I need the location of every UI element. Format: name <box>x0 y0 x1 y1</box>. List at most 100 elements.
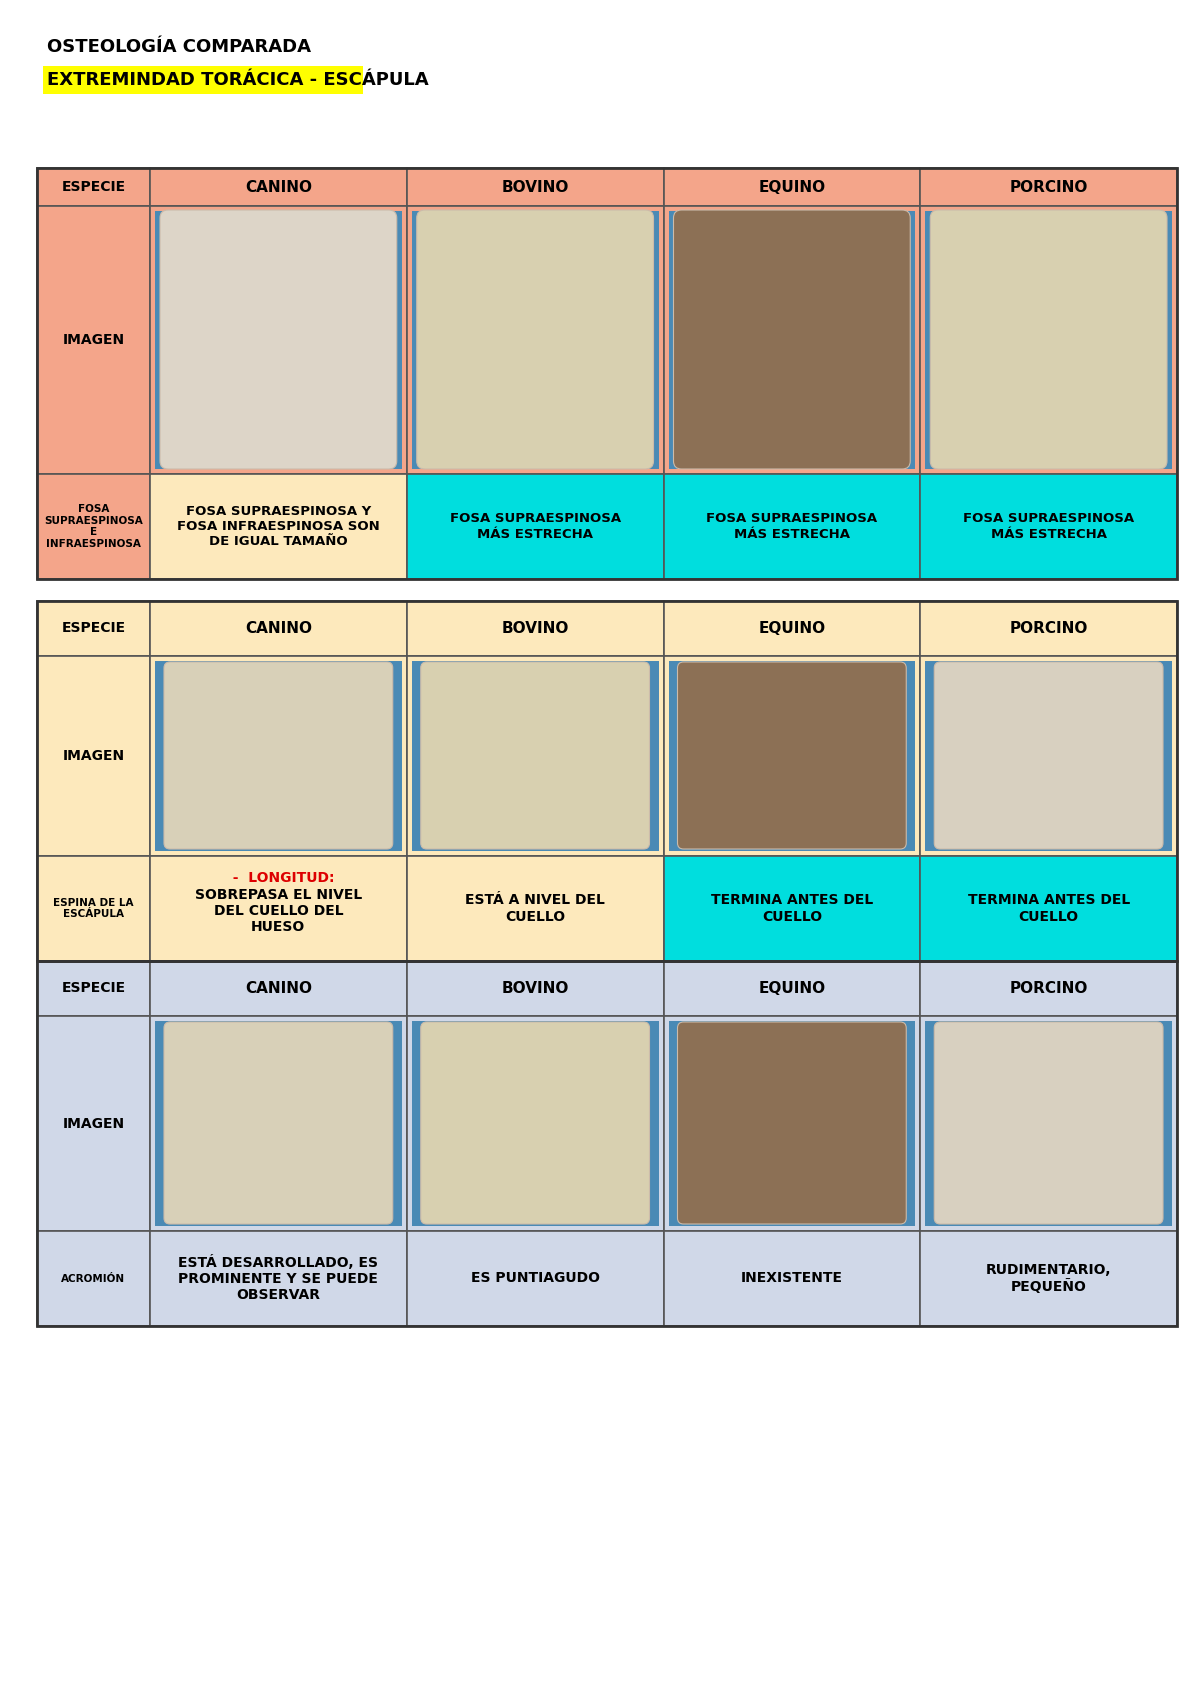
Bar <box>407 473 664 579</box>
Bar <box>664 473 920 579</box>
Bar <box>37 855 150 961</box>
Bar <box>37 601 150 657</box>
Bar <box>664 601 920 657</box>
Text: ACROMIÓN: ACROMIÓN <box>61 1273 126 1283</box>
Bar <box>664 1230 920 1325</box>
Bar <box>668 662 916 850</box>
Bar <box>412 662 659 850</box>
Text: ESPINA DE LA
ESCÁPULA: ESPINA DE LA ESCÁPULA <box>53 898 133 920</box>
Text: CANINO: CANINO <box>245 981 312 996</box>
Bar <box>920 205 1177 473</box>
Text: BOVINO: BOVINO <box>502 180 569 195</box>
Bar <box>407 855 664 961</box>
FancyBboxPatch shape <box>421 662 649 848</box>
Bar <box>664 961 920 1017</box>
Bar <box>920 601 1177 657</box>
Bar <box>664 855 920 961</box>
Bar <box>407 961 664 1017</box>
Bar <box>407 1017 664 1230</box>
Bar <box>155 210 402 468</box>
Bar <box>664 657 920 855</box>
Text: PORCINO: PORCINO <box>1009 180 1088 195</box>
Text: EQUINO: EQUINO <box>758 180 826 195</box>
Text: BOVINO: BOVINO <box>502 621 569 636</box>
Bar <box>920 961 1177 1017</box>
Text: -  LONGITUD:: - LONGITUD: <box>223 871 334 886</box>
Bar <box>920 1230 1177 1325</box>
Bar <box>664 168 920 205</box>
Text: INEXISTENTE: INEXISTENTE <box>740 1271 842 1286</box>
Text: PORCINO: PORCINO <box>1009 621 1088 636</box>
Bar <box>37 657 150 855</box>
FancyBboxPatch shape <box>160 210 397 468</box>
Text: ESTÁ DESARROLLADO, ES
PROMINENTE Y SE PUEDE
OBSERVAR: ESTÁ DESARROLLADO, ES PROMINENTE Y SE PU… <box>179 1254 378 1302</box>
Bar <box>150 1017 407 1230</box>
FancyBboxPatch shape <box>164 1022 392 1224</box>
Bar <box>412 1022 659 1225</box>
FancyBboxPatch shape <box>673 210 911 468</box>
Bar <box>37 961 150 1017</box>
Bar <box>920 473 1177 579</box>
Text: RUDIMENTARIO,
PEQUEÑO: RUDIMENTARIO, PEQUEÑO <box>986 1263 1111 1295</box>
Bar <box>407 601 664 657</box>
Text: CANINO: CANINO <box>245 621 312 636</box>
Text: ESPECIE: ESPECIE <box>61 621 126 635</box>
Text: ESPECIE: ESPECIE <box>61 180 126 193</box>
Bar <box>37 601 1177 961</box>
Bar <box>155 662 402 850</box>
Bar <box>150 961 407 1017</box>
Text: FOSA SUPRAESPINOSA
MÁS ESTRECHA: FOSA SUPRAESPINOSA MÁS ESTRECHA <box>964 512 1134 541</box>
FancyBboxPatch shape <box>678 662 906 848</box>
Bar <box>412 210 659 468</box>
FancyBboxPatch shape <box>43 66 364 93</box>
Bar <box>920 855 1177 961</box>
Bar <box>150 1230 407 1325</box>
Bar <box>150 473 407 579</box>
Bar <box>37 1230 150 1325</box>
Text: FOSA SUPRAESPINOSA
MÁS ESTRECHA: FOSA SUPRAESPINOSA MÁS ESTRECHA <box>707 512 877 541</box>
Text: FOSA SUPRAESPINOSA Y
FOSA INFRAESPINOSA SON
DE IGUAL TAMAÑO: FOSA SUPRAESPINOSA Y FOSA INFRAESPINOSA … <box>178 506 379 548</box>
Bar <box>150 205 407 473</box>
Bar <box>407 1230 664 1325</box>
FancyBboxPatch shape <box>935 662 1163 848</box>
Bar <box>150 855 407 961</box>
Bar <box>664 205 920 473</box>
Text: ES PUNTIAGUDO: ES PUNTIAGUDO <box>470 1271 600 1286</box>
Bar <box>37 168 150 205</box>
Bar <box>925 210 1172 468</box>
Bar <box>150 601 407 657</box>
Text: SOBREPASA EL NIVEL
DEL CUELLO DEL
HUESO: SOBREPASA EL NIVEL DEL CUELLO DEL HUESO <box>194 888 362 935</box>
Text: CANINO: CANINO <box>245 180 312 195</box>
Bar <box>37 205 150 473</box>
Bar <box>920 1017 1177 1230</box>
Text: FOSA
SUPRAESPINOSA
E
INFRAESPINOSA: FOSA SUPRAESPINOSA E INFRAESPINOSA <box>44 504 143 548</box>
Text: OSTEOLOGÍA COMPARADA: OSTEOLOGÍA COMPARADA <box>47 37 311 56</box>
Bar <box>150 657 407 855</box>
Bar <box>920 168 1177 205</box>
Text: PORCINO: PORCINO <box>1009 981 1088 996</box>
Text: TERMINA ANTES DEL
CUELLO: TERMINA ANTES DEL CUELLO <box>710 893 874 923</box>
Bar <box>925 1022 1172 1225</box>
Text: FOSA SUPRAESPINOSA
MÁS ESTRECHA: FOSA SUPRAESPINOSA MÁS ESTRECHA <box>450 512 620 541</box>
FancyBboxPatch shape <box>416 210 654 468</box>
Bar <box>37 168 1177 579</box>
Bar <box>920 657 1177 855</box>
Bar <box>150 168 407 205</box>
Bar <box>668 1022 916 1225</box>
FancyBboxPatch shape <box>678 1022 906 1224</box>
FancyBboxPatch shape <box>164 662 392 848</box>
Text: EXTREMINDAD TORÁCICA - ESCÁPULA: EXTREMINDAD TORÁCICA - ESCÁPULA <box>47 71 428 88</box>
Text: IMAGEN: IMAGEN <box>62 748 125 764</box>
Bar <box>407 205 664 473</box>
Bar <box>664 1017 920 1230</box>
Text: EQUINO: EQUINO <box>758 621 826 636</box>
Text: IMAGEN: IMAGEN <box>62 1117 125 1130</box>
FancyBboxPatch shape <box>930 210 1166 468</box>
Text: ESTÁ A NIVEL DEL
CUELLO: ESTÁ A NIVEL DEL CUELLO <box>466 893 605 923</box>
Bar <box>925 662 1172 850</box>
Text: EQUINO: EQUINO <box>758 981 826 996</box>
Bar <box>668 210 916 468</box>
Bar <box>37 473 150 579</box>
Bar <box>155 1022 402 1225</box>
Bar <box>37 1017 150 1230</box>
